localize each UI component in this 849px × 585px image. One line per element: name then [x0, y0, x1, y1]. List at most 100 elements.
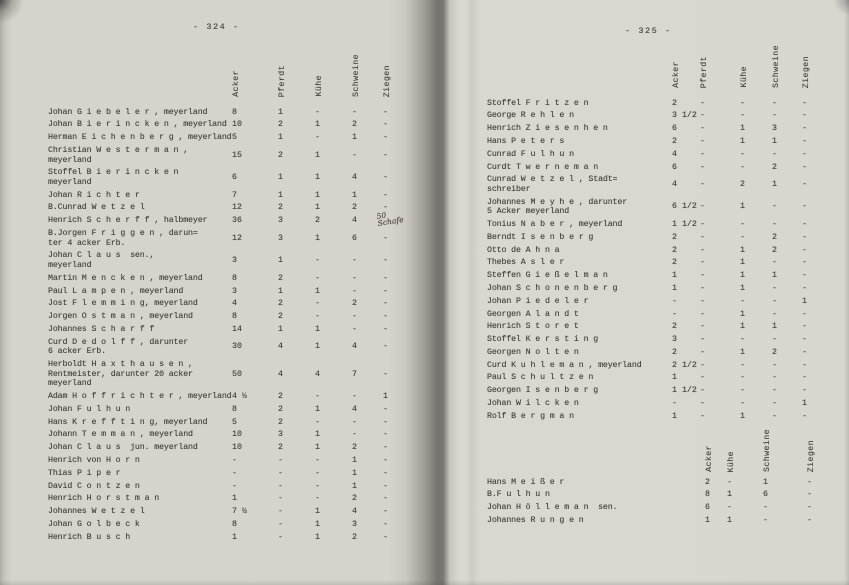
value-cell: 8 — [232, 519, 237, 529]
value-cell: - — [772, 98, 777, 108]
handwritten-note: 50 Schafe — [375, 210, 405, 229]
value-cell: - — [740, 335, 745, 345]
table-row: Johan H ö l l e m a n sen. 6 - - - — [487, 502, 832, 515]
value-cell: - — [383, 120, 388, 130]
value-cell: 2 — [772, 347, 777, 357]
value-cell: - — [278, 455, 283, 465]
value-cell: 1 — [315, 342, 320, 352]
person-name: Jorgen O s t m a n , meyerland — [48, 312, 193, 322]
value-cell: - — [315, 417, 320, 427]
value-cell: 2 — [672, 322, 677, 332]
person-name: Henrich B u s c h — [48, 532, 131, 542]
table-row: Henrich S c h e r f f , halbmeyer 36 3 2 4 50… — [48, 211, 408, 229]
value-cell: 2 — [278, 404, 283, 414]
table-row: Henrich von H o r n - - - 1 - — [48, 454, 408, 467]
person-name: Adam H o f f r i c h t e r , meyerland — [48, 392, 232, 402]
value-cell: - — [352, 430, 357, 440]
value-cell: - — [772, 386, 777, 396]
table-row: Jorgen O s t m a n , meyerland 8 2 - - - — [48, 311, 408, 324]
table-row: Johannes W e t z e l 7 ½ - 1 4 - — [48, 505, 408, 518]
value-cell: - — [740, 360, 745, 370]
table-row: Steffen G i e ß e l m a n 1 - 1 1 - — [487, 270, 832, 283]
value-cell: - — [802, 124, 807, 134]
value-cell: 2 — [352, 443, 357, 453]
value-cell: - — [700, 411, 705, 421]
value-cell: - — [278, 494, 283, 504]
page-number-right: - 325 - — [625, 26, 672, 36]
value-cell: 1 — [352, 133, 357, 143]
value-cell: - — [802, 180, 807, 190]
column-header-acker: Acker — [705, 445, 714, 473]
value-cell: - — [802, 162, 807, 172]
table-row: Adam H o f f r i c h t e r , meyerland 4 … — [48, 390, 408, 403]
value-cell: 7 — [352, 369, 357, 379]
value-cell: - — [802, 258, 807, 268]
value-cell: 4 — [278, 369, 283, 379]
value-cell: 1 — [315, 203, 320, 213]
column-headers-right: Acker Pferdt Kühe Schweine Ziegen — [487, 35, 832, 93]
person-name: Henrich von H o r n — [48, 455, 140, 465]
person-name: Christian W e s t e r m a n , meyerland — [48, 145, 189, 165]
table-row: Johan R i c h t e r 7 1 1 1 - — [48, 189, 408, 202]
table-row: Johan G o l b e c k 8 - 1 3 - — [48, 518, 408, 531]
table-row: Cunrad F u l h u n 4 - - - - — [487, 148, 832, 161]
person-name: Johan W i l c k e n — [487, 398, 579, 408]
value-cell: 2 — [352, 203, 357, 213]
value-cell: - — [772, 202, 777, 212]
table-row: Herman E i c h e n b e r g , meyerland 5 1… — [48, 132, 408, 145]
value-cell: 4 ½ — [232, 392, 247, 402]
value-cell: 1 — [278, 133, 283, 143]
value-cell: - — [383, 494, 388, 504]
person-name: Johan R i c h t e r — [48, 190, 140, 200]
value-cell: - — [315, 107, 320, 117]
person-name: Johan G i e b e l e r , meyerland — [48, 107, 208, 117]
value-cell: 4 — [352, 404, 357, 414]
value-cell: 1 — [763, 477, 768, 487]
value-cell: 6 1/2 — [672, 202, 697, 212]
value-cell: 1 — [772, 322, 777, 332]
person-name: Johann T e m m a n , meyerland — [48, 430, 193, 440]
value-cell: 1 — [672, 283, 677, 293]
value-cell: 1 — [315, 430, 320, 440]
value-cell: - — [700, 149, 705, 159]
person-name: Johan H ö l l e m a n sen. — [487, 503, 618, 513]
value-cell: 4 — [315, 369, 320, 379]
value-cell: 2 — [352, 120, 357, 130]
value-cell: 1 — [315, 173, 320, 183]
person-name: Henrich S t o r e t — [487, 322, 579, 332]
value-cell: - — [352, 150, 357, 160]
table-row: Johan S c h o n e n b e r g 1 - 1 - - — [487, 282, 832, 295]
value-cell: 2 — [278, 120, 283, 130]
value-cell: - — [383, 430, 388, 440]
value-cell: - — [383, 417, 388, 427]
value-cell: 1 — [727, 490, 732, 500]
value-cell: - — [763, 515, 768, 525]
value-cell: 8 — [232, 404, 237, 414]
person-name: Curd K u h l e m a n , meyerland — [487, 360, 642, 370]
value-cell: - — [700, 296, 705, 306]
table-row: Cunrad W e t z e l , Stadt= schreiber 4 - 2… — [487, 174, 832, 196]
table-row: Thias P i p e r - - - 1 - — [48, 467, 408, 480]
value-cell: 7 ½ — [232, 507, 247, 517]
person-name: Johan C l a u s sen., meyerland — [48, 251, 155, 270]
value-cell: 3 — [232, 286, 237, 296]
person-name: Martin M e n c k e n , meyerland — [48, 273, 203, 283]
person-name: Johannes S c h a r f f — [48, 324, 155, 334]
value-cell: 1 — [315, 507, 320, 517]
value-cell: 2 — [352, 299, 357, 309]
value-cell: - — [772, 360, 777, 370]
value-cell: - — [802, 373, 807, 383]
value-cell: 2 — [672, 98, 677, 108]
person-name: Henrich Z i e s e n h e n — [487, 124, 608, 134]
value-cell: 1 — [232, 532, 237, 542]
value-cell: 2 — [352, 532, 357, 542]
value-cell: - — [700, 232, 705, 242]
value-cell: - — [315, 299, 320, 309]
value-cell: - — [383, 107, 388, 117]
value-cell: 2 — [672, 245, 677, 255]
page-number-left: - 324 - — [193, 22, 240, 32]
value-cell: 3 — [278, 430, 283, 440]
value-cell: - — [700, 258, 705, 268]
